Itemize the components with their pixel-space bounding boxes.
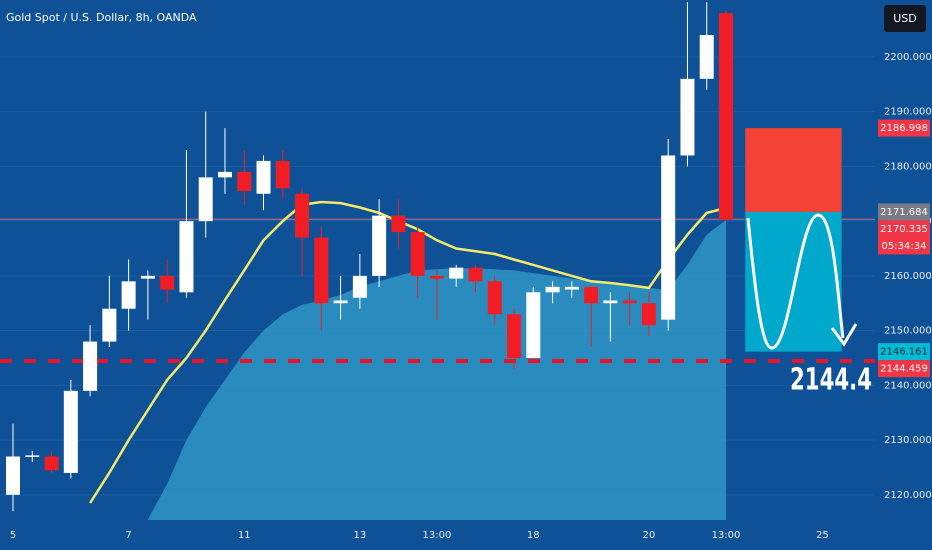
candle-body	[622, 300, 637, 304]
currency-button[interactable]	[884, 5, 926, 32]
forecast-arrow	[830, 323, 858, 347]
candle-body	[25, 455, 40, 457]
price-tag	[878, 119, 930, 137]
candle-body	[699, 35, 714, 79]
candle-body	[718, 13, 733, 220]
candle-body	[449, 267, 464, 279]
candle-body	[545, 286, 560, 293]
currency-label[interactable]: USD	[893, 12, 917, 25]
candle-body	[140, 275, 155, 279]
y-tick-label: 2120.000	[884, 490, 932, 501]
price-tag	[878, 220, 930, 255]
x-tick-label: 20	[643, 530, 656, 541]
y-tick-label: 2160.000	[884, 271, 932, 282]
price-tag	[878, 203, 930, 221]
candle-body	[468, 267, 483, 282]
y-tick-label: 2200.000	[884, 52, 932, 63]
price-tag-label: 2144.459	[880, 364, 928, 375]
price-tag-label: 2171.684	[880, 207, 928, 218]
candle-body	[198, 177, 213, 222]
moving-average	[89, 200, 727, 504]
chart-title: Gold Spot / U.S. Dollar, 8h, OANDA	[6, 11, 197, 24]
candle-body	[179, 221, 194, 293]
candle-body	[237, 171, 252, 192]
x-tick-label: 11	[238, 530, 251, 541]
candle-body	[564, 286, 579, 290]
candle-body	[391, 215, 406, 233]
candle-body	[429, 275, 444, 279]
x-tick-label: 13	[353, 530, 366, 541]
axis-layer: 2120.000 2130.000 2140.000 2150.000 2160.000…	[10, 52, 932, 541]
candle-body	[526, 292, 541, 358]
y-tick-label: 2190.000	[884, 107, 932, 118]
countdown: 05:34:34	[882, 241, 927, 252]
y-tick-label: 2140.000	[884, 380, 932, 391]
x-tick-label: 13:00	[423, 530, 452, 541]
candle-body	[121, 281, 136, 309]
price-tag-label: 2186.998	[880, 123, 928, 134]
candle-body	[6, 456, 20, 495]
candle-body	[217, 171, 232, 178]
candles-layer	[6, 2, 733, 512]
candle-body	[410, 232, 425, 276]
candle-body	[256, 160, 271, 194]
price-tag	[878, 360, 930, 378]
candle-body	[63, 390, 78, 473]
candle-body	[603, 300, 618, 304]
forecast-curve	[746, 213, 845, 350]
candle-body	[507, 314, 522, 358]
y-tick-label: 2180.000	[884, 161, 932, 172]
candle-body	[680, 78, 695, 156]
stop-zone	[745, 128, 842, 212]
plot-layer	[0, 56, 875, 520]
candle-body	[487, 281, 502, 315]
price-tag-label: 2170.335	[880, 224, 928, 235]
y-tick-label: 2150.000	[884, 326, 932, 337]
candle-body	[314, 237, 329, 304]
candle-body	[295, 193, 310, 238]
price-tag-label: 2146.161	[880, 347, 928, 358]
area	[147, 220, 726, 520]
candle-body	[44, 456, 59, 471]
candle-body	[102, 308, 117, 342]
candle-body	[584, 286, 599, 304]
candle-body	[83, 341, 98, 391]
candle-body	[661, 155, 676, 320]
candle-body	[333, 300, 348, 304]
candle-body	[352, 275, 367, 298]
x-tick-label: 7	[125, 530, 131, 541]
candle-body	[160, 275, 175, 290]
x-tick-label: 5	[10, 530, 16, 541]
x-tick-label: 25	[816, 530, 829, 541]
candle-body	[275, 160, 290, 189]
candle-body	[372, 215, 387, 276]
x-tick-label: 18	[527, 530, 540, 541]
x-tick-label: 13:00	[712, 530, 741, 541]
target-annotation: 2144.4	[790, 363, 872, 398]
y-tick-label: 2130.000	[884, 435, 932, 446]
price-tag	[878, 343, 930, 361]
candle-body	[641, 303, 656, 326]
